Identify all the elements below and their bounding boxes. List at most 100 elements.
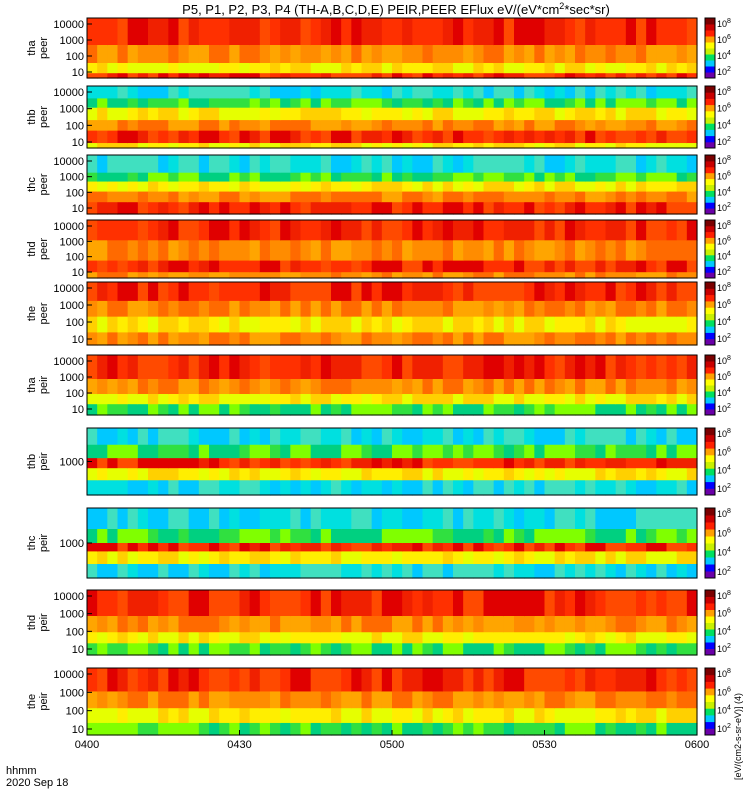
spectrogram-cell — [503, 240, 515, 262]
spectrogram-cell — [564, 444, 576, 459]
spectrogram-cell — [371, 86, 383, 99]
spectrogram-cell — [524, 202, 535, 215]
spectrogram-cell — [595, 691, 607, 709]
spectrogram-cell — [320, 708, 332, 724]
spectrogram-cell — [534, 45, 546, 64]
spectrogram-cell — [575, 130, 586, 144]
spectrogram-cell — [320, 172, 332, 183]
spectrogram-cell — [585, 428, 596, 446]
spectrogram-cell — [625, 130, 637, 144]
spectrogram-cell — [239, 428, 251, 446]
spectrogram-cell — [473, 18, 485, 46]
spectrogram-cell — [219, 130, 230, 144]
spectrogram-cell — [361, 181, 373, 193]
spectrogram-cell — [686, 564, 698, 579]
spectrogram-cell — [432, 45, 444, 64]
spectrogram-cell — [473, 529, 485, 544]
spectrogram-cell — [544, 202, 556, 215]
spectrogram-cell — [442, 404, 454, 416]
spectrogram-cell — [148, 300, 159, 318]
spectrogram-cell — [412, 564, 424, 579]
spectrogram-cell — [422, 616, 434, 633]
spectrogram-cell — [249, 379, 261, 395]
spectrogram-cell — [270, 130, 281, 144]
spectrogram-cell — [636, 98, 647, 109]
spectrogram-cell — [544, 86, 556, 99]
spectrogram-cell — [483, 616, 495, 633]
colorbar-segment — [705, 30, 715, 37]
spectrogram-cell — [148, 202, 159, 215]
spectrogram-cell — [168, 86, 180, 99]
spectrogram-cell — [686, 616, 698, 633]
spectrogram-cell — [503, 722, 515, 736]
spectrogram-cell — [483, 355, 495, 380]
spectrogram-cell — [107, 722, 119, 736]
spectrogram-cell — [392, 529, 403, 544]
spectrogram-cell — [585, 722, 596, 736]
spectrogram-cell — [137, 240, 149, 262]
spectrogram-cell — [585, 240, 596, 262]
spectrogram-cell — [442, 616, 454, 633]
spectrogram-cell — [442, 282, 454, 302]
spectrogram-cell — [503, 590, 515, 617]
spectrogram-cell — [656, 181, 668, 193]
spectrogram-cell — [473, 691, 485, 709]
spectrogram-cell — [158, 98, 169, 109]
spectrogram-cell — [259, 191, 271, 203]
spectrogram-cell — [117, 444, 129, 459]
spectrogram-cell — [229, 404, 241, 416]
spectrogram-cell — [615, 632, 627, 644]
spectrogram-cell — [686, 691, 698, 709]
colorbar-tick-label: 104 — [717, 316, 731, 327]
spectrogram-cell — [148, 468, 159, 481]
spectrogram-cell — [117, 272, 129, 279]
spectrogram-cell — [534, 691, 546, 709]
spectrogram-cell — [310, 316, 322, 333]
spectrogram-cell — [168, 543, 180, 552]
spectrogram-cell — [381, 529, 393, 544]
spectrogram-cell — [676, 529, 688, 544]
spectrogram-cell — [636, 143, 647, 149]
spectrogram-cell — [463, 444, 474, 459]
spectrogram-cell — [300, 172, 312, 183]
spectrogram-cell — [503, 632, 515, 644]
spectrogram-cell — [97, 551, 108, 565]
spectrogram-cell — [666, 45, 678, 64]
spectrogram-cell — [341, 379, 352, 395]
spectrogram-cell — [87, 316, 98, 333]
spectrogram-cell — [534, 202, 546, 215]
spectrogram-cell — [168, 300, 180, 318]
spectrogram-cell — [493, 616, 505, 633]
spectrogram-cell — [453, 240, 464, 262]
spectrogram-cell — [463, 191, 474, 203]
spectrogram-cell — [412, 394, 424, 405]
spectrogram-cell — [97, 73, 108, 79]
colorbar-segment — [705, 571, 715, 579]
spectrogram-cell — [493, 668, 505, 693]
spectrogram-cell — [87, 98, 98, 109]
spectrogram-cell — [402, 300, 413, 318]
spectrogram-cell — [656, 355, 668, 380]
spectrogram-cell — [178, 564, 190, 579]
spectrogram-cell — [97, 543, 108, 552]
spectrogram-cell — [412, 202, 424, 215]
spectrogram-cell — [178, 272, 190, 279]
spectrogram-cell — [453, 529, 464, 544]
spectrogram-cell — [544, 300, 556, 318]
spectrogram-cell — [493, 45, 505, 64]
spectrogram-cell — [270, 468, 281, 481]
spectrogram-cell — [615, 668, 627, 693]
spectrogram-cell — [188, 590, 200, 617]
spectrogram-cell — [290, 632, 302, 644]
spectrogram-cell — [514, 172, 525, 183]
spectrogram-cell — [686, 316, 698, 333]
spectrogram-cell — [615, 181, 627, 193]
spectrogram-cell — [493, 86, 505, 99]
colorbar-tick-label: 104 — [717, 50, 731, 61]
spectrogram-cell — [656, 272, 668, 279]
spectrogram-cell — [585, 529, 596, 544]
spectrogram-cell — [209, 272, 220, 279]
spectrogram-cell — [320, 668, 332, 693]
